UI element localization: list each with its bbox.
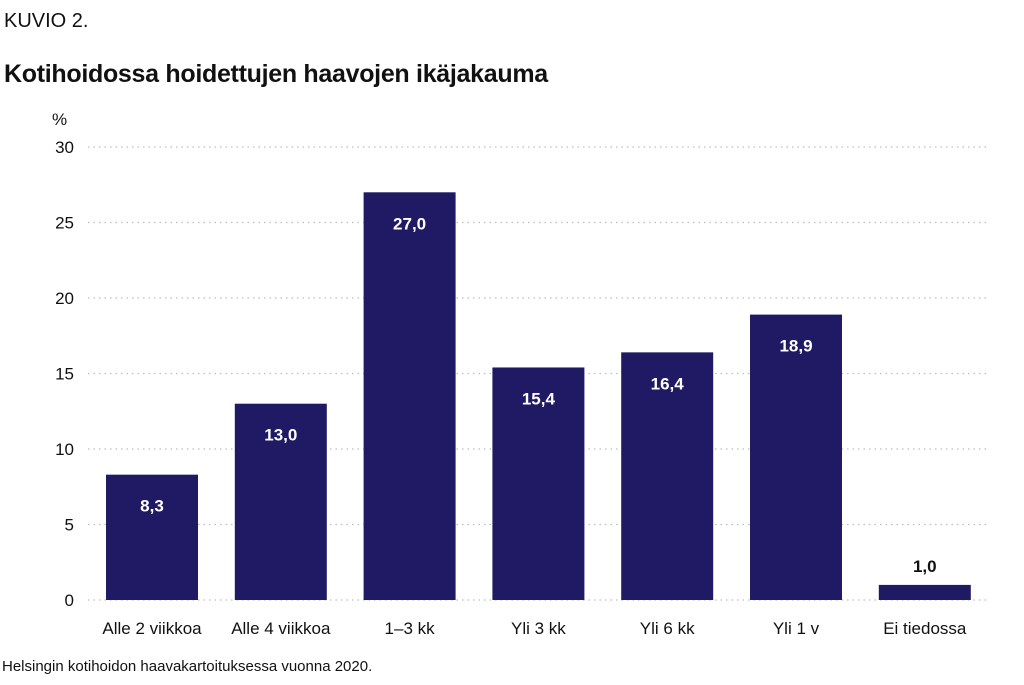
data-label: 13,0 (264, 426, 297, 445)
bar (621, 352, 714, 600)
y-tick-label: 20 (55, 289, 74, 308)
data-labels: 8,3 13,0 27,0 15,4 16,4 18,9 1,0 (140, 214, 936, 576)
category-label: Yli 3 kk (511, 619, 566, 638)
data-label: 1,0 (913, 557, 937, 576)
x-axis-categories: Alle 2 viikkoa Alle 4 viikkoa 1–3 kk Yli 3 … (102, 619, 967, 638)
y-axis-unit-label: % (52, 110, 68, 129)
category-label: Ei tiedossa (883, 619, 967, 638)
category-label: Alle 2 viikkoa (102, 619, 202, 638)
bars (106, 192, 971, 601)
bar (492, 367, 585, 600)
bar (234, 403, 327, 600)
y-tick-label: 5 (65, 516, 74, 535)
y-tick-label: 25 (55, 214, 74, 233)
data-label: 15,4 (522, 389, 556, 408)
data-label: 8,3 (140, 497, 164, 516)
chart-title: Kotihoidossa hoidettujen haavojen ikäjak… (4, 60, 548, 88)
y-tick-label: 15 (55, 365, 74, 384)
data-label: 27,0 (393, 214, 426, 233)
y-tick-label: 0 (65, 591, 74, 610)
bar (750, 314, 842, 600)
category-label: Yli 1 v (773, 619, 820, 638)
data-label: 18,9 (779, 337, 812, 356)
category-label: Alle 4 viikkoa (231, 619, 331, 638)
y-tick-label: 30 (55, 138, 74, 157)
data-label: 16,4 (651, 374, 685, 393)
category-label: Yli 6 kk (640, 619, 695, 638)
bar (363, 192, 456, 601)
bar (878, 584, 971, 600)
y-axis-ticks: 0 5 10 15 20 25 30 (55, 138, 74, 610)
source-note: Helsingin kotihoidon haavakartoituksessa… (2, 658, 373, 675)
y-tick-label: 10 (55, 440, 74, 459)
figure-number: KUVIO 2. (4, 10, 89, 32)
category-label: 1–3 kk (385, 619, 436, 638)
bar (106, 474, 198, 600)
